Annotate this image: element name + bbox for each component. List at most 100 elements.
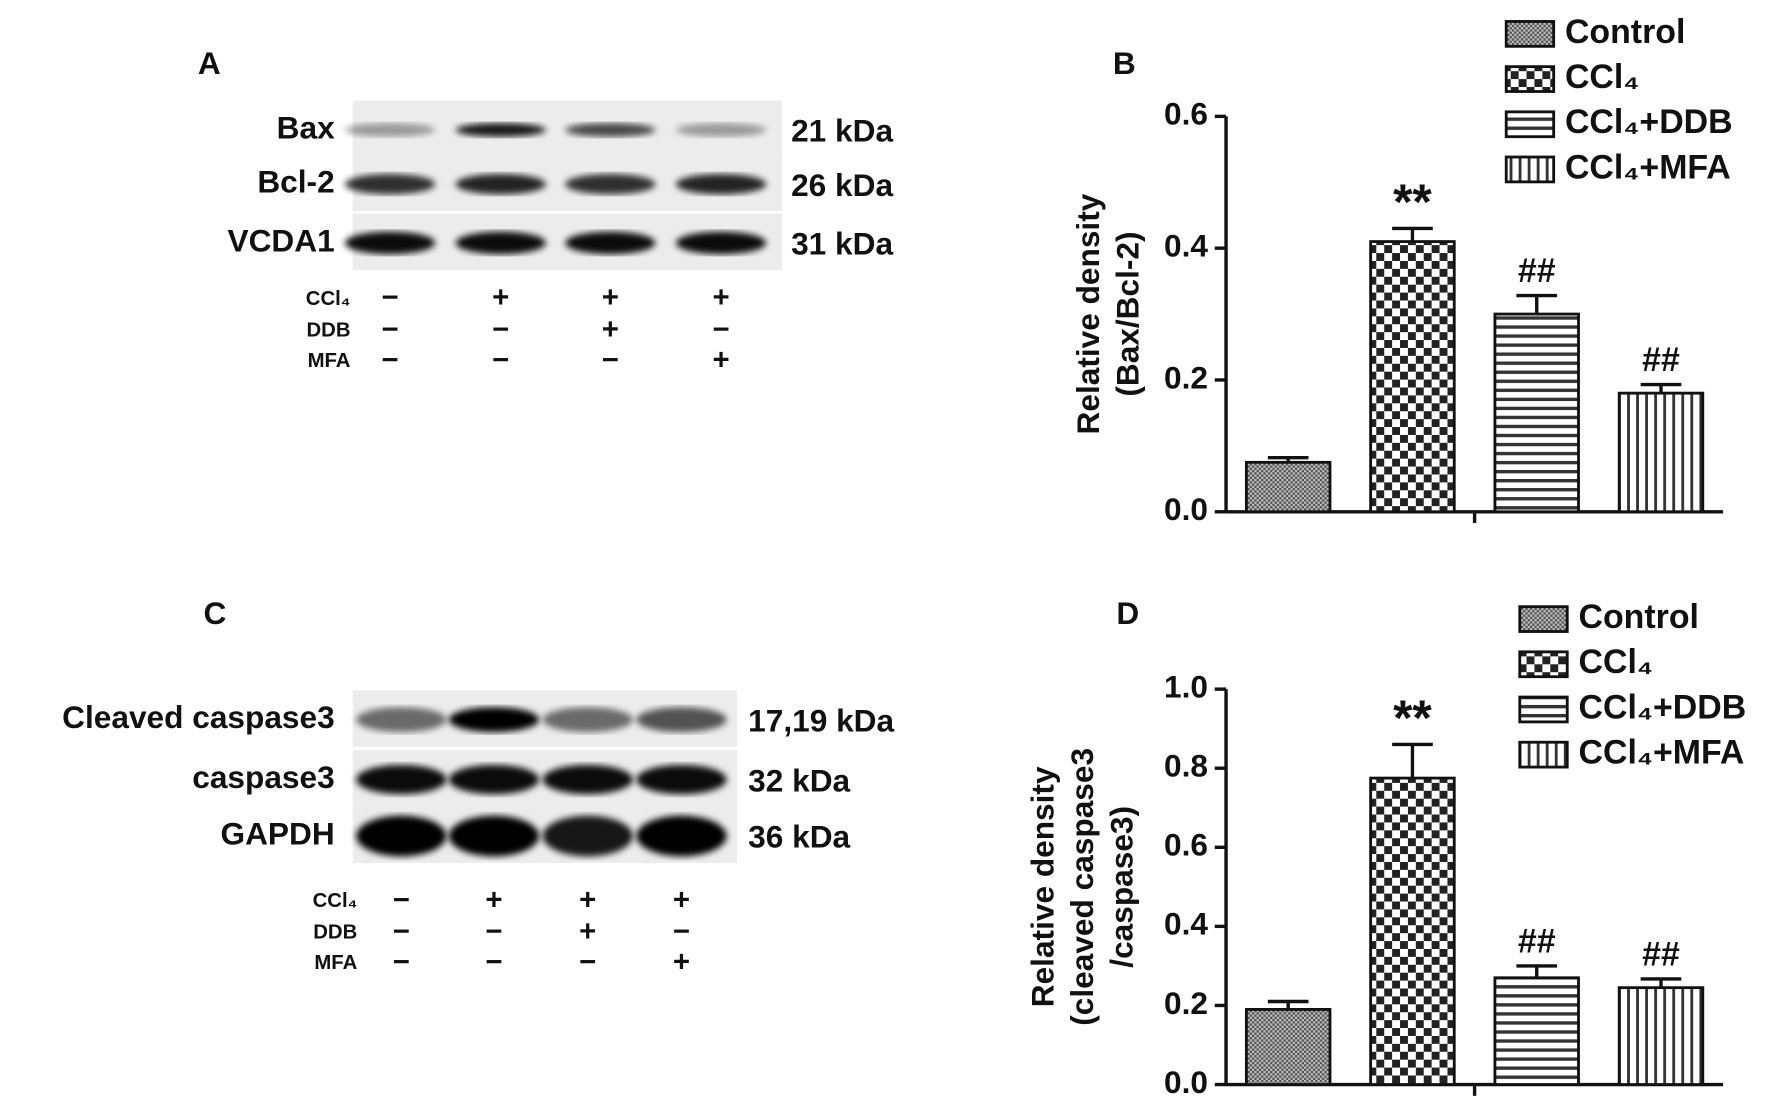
bar <box>1493 976 1580 1086</box>
blot-band <box>542 815 633 857</box>
blot-band <box>455 173 546 195</box>
blot-band <box>356 764 447 795</box>
legend-swatch <box>1518 650 1569 679</box>
treatment-sign: + <box>602 313 619 346</box>
treatment-sign: − <box>492 313 509 346</box>
bar <box>1493 312 1580 514</box>
legend-swatch <box>1504 155 1556 184</box>
y-tick-label: 0.0 <box>1164 491 1208 527</box>
protein-label: caspase3 <box>192 759 334 795</box>
blot-band <box>675 173 767 195</box>
y-tick-label: 0.6 <box>1164 827 1208 863</box>
treatment-sign: + <box>602 281 619 314</box>
blot-band <box>344 231 436 255</box>
bar <box>1369 240 1456 514</box>
treatment-sign: + <box>673 883 690 916</box>
blot-band <box>542 707 633 733</box>
treatment-sign: − <box>712 313 729 346</box>
panel-label: D <box>1116 595 1139 631</box>
size-label: 17,19 kDa <box>748 702 894 738</box>
error-bar <box>1267 456 1309 463</box>
y-tick-label: 0.4 <box>1164 228 1208 264</box>
y-axis-label: Relative density <box>1025 766 1061 1007</box>
blot-band <box>344 173 436 195</box>
legend-label: Control <box>1579 598 1699 636</box>
legend-label: CCl₄+MFA <box>1565 148 1731 186</box>
legend-label: CCl₄ <box>1565 58 1639 96</box>
error-bar <box>1640 382 1682 394</box>
size-label: 32 kDa <box>748 762 850 798</box>
blot-band <box>542 764 633 795</box>
significance-label: ## <box>1642 341 1680 379</box>
panel-label: A <box>198 45 221 81</box>
blot-band <box>455 123 546 137</box>
blot-band <box>455 231 546 255</box>
panel-label: B <box>1113 45 1136 81</box>
treatment-label: CCl₄ <box>313 890 358 912</box>
bar <box>1617 986 1705 1086</box>
y-tick-label: 0.2 <box>1164 359 1208 395</box>
treatment-sign: − <box>492 343 509 376</box>
y-tick-label: 1.0 <box>1164 668 1208 704</box>
protein-label: Bcl-2 <box>257 164 334 200</box>
legend-swatch <box>1504 65 1556 93</box>
treatment-sign: + <box>579 915 596 948</box>
legend-label: CCl₄+MFA <box>1579 734 1745 772</box>
size-label: 21 kDa <box>791 113 893 149</box>
blot-band <box>448 815 540 857</box>
error-bar <box>1640 977 1682 988</box>
treatment-sign: − <box>381 281 398 314</box>
blot-band <box>356 815 447 857</box>
treatment-sign: + <box>712 281 729 314</box>
bar <box>1617 391 1705 514</box>
blot-band <box>565 231 656 255</box>
legend-swatch <box>1518 740 1569 769</box>
y-axis-label: (cleaved caspase3 <box>1064 748 1100 1026</box>
blot-band <box>344 123 436 137</box>
legend-swatch <box>1518 605 1569 633</box>
legend-swatch <box>1504 110 1556 139</box>
blot-band <box>356 707 447 733</box>
y-tick-label: 0.6 <box>1164 96 1208 132</box>
panel-label: C <box>204 595 227 631</box>
significance-label: ** <box>1393 690 1432 746</box>
blot-band <box>636 707 727 733</box>
treatment-sign: − <box>393 945 410 978</box>
treatment-label: MFA <box>314 952 357 974</box>
blot-band <box>675 231 767 255</box>
legend-label: CCl₄ <box>1579 643 1653 681</box>
bar <box>1244 1007 1332 1086</box>
significance-label: ## <box>1642 935 1680 973</box>
legend-label: CCl₄+DDB <box>1565 103 1733 141</box>
treatment-sign: − <box>393 883 410 916</box>
y-tick-label: 0.8 <box>1164 748 1208 784</box>
treatment-sign: + <box>485 883 502 916</box>
treatment-sign: + <box>492 281 509 314</box>
treatment-sign: − <box>381 343 398 376</box>
blot-band <box>448 707 540 733</box>
treatment-label: MFA <box>308 350 351 372</box>
blot-band <box>565 123 656 137</box>
treatment-sign: − <box>602 343 619 376</box>
treatment-sign: + <box>673 945 690 978</box>
treatment-label: DDB <box>313 922 357 944</box>
treatment-sign: + <box>712 343 729 376</box>
legend-swatch <box>1504 20 1556 48</box>
treatment-label: DDB <box>306 319 350 341</box>
error-bar <box>1516 293 1558 315</box>
legend-label: Control <box>1565 13 1685 51</box>
treatment-sign: − <box>579 945 596 978</box>
blot-band <box>636 764 727 795</box>
y-axis-label: Relative density <box>1070 193 1106 434</box>
y-tick-label: 0.4 <box>1164 906 1208 942</box>
y-tick-label: 0.0 <box>1164 1064 1208 1100</box>
size-label: 36 kDa <box>748 819 850 855</box>
size-label: 26 kDa <box>791 167 893 203</box>
protein-label: Cleaved caspase3 <box>62 699 335 735</box>
legend-label: CCl₄+DDB <box>1579 688 1747 726</box>
treatment-sign: − <box>485 945 502 978</box>
y-axis-label: /caspase3) <box>1104 806 1140 968</box>
error-bar <box>1267 999 1309 1010</box>
blot-band <box>565 173 656 195</box>
